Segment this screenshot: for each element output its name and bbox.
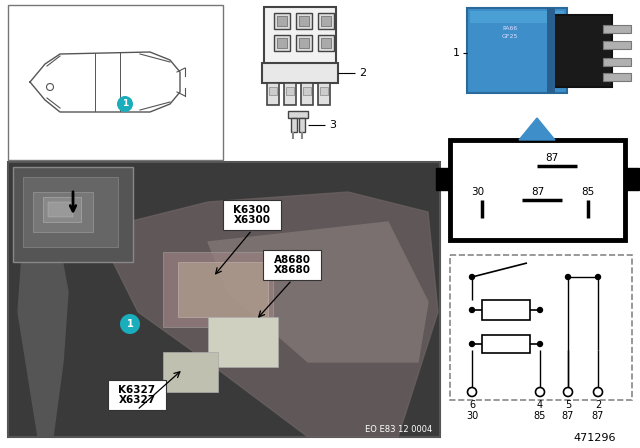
Text: 6: 6 <box>469 400 475 410</box>
Bar <box>178 262 268 317</box>
Bar <box>320 87 328 95</box>
Text: 3: 3 <box>329 120 336 130</box>
Polygon shape <box>519 118 555 140</box>
Bar <box>301 83 313 105</box>
Bar <box>299 16 309 26</box>
Polygon shape <box>18 232 68 437</box>
Bar <box>291 118 297 132</box>
Text: 1: 1 <box>127 319 133 329</box>
Bar <box>318 13 334 29</box>
Bar <box>269 87 277 95</box>
Bar <box>603 25 631 33</box>
Bar <box>274 35 290 51</box>
Text: 87: 87 <box>592 411 604 421</box>
Bar <box>550 15 612 87</box>
Bar <box>467 8 567 93</box>
Text: 87: 87 <box>545 153 559 163</box>
Bar <box>13 167 133 262</box>
Text: 87: 87 <box>562 411 574 421</box>
Bar <box>321 38 331 48</box>
Text: K6300: K6300 <box>234 205 271 215</box>
Text: EO E83 12 0004: EO E83 12 0004 <box>365 426 432 435</box>
Text: 4: 4 <box>537 400 543 410</box>
Bar <box>286 87 294 95</box>
Bar <box>288 111 308 118</box>
Circle shape <box>467 388 477 396</box>
Bar <box>482 300 530 320</box>
Bar <box>48 202 73 217</box>
Text: 87: 87 <box>531 187 545 197</box>
Text: X8680: X8680 <box>273 265 310 275</box>
Bar <box>450 255 632 400</box>
Bar <box>318 83 330 105</box>
Text: K6327: K6327 <box>118 385 156 395</box>
Bar <box>33 192 93 232</box>
Bar <box>43 197 81 222</box>
Circle shape <box>538 341 543 346</box>
Text: X6300: X6300 <box>234 215 271 225</box>
Bar <box>299 38 309 48</box>
Bar <box>274 13 290 29</box>
Bar <box>267 83 279 105</box>
Bar <box>603 41 631 49</box>
Text: GF25: GF25 <box>502 34 518 39</box>
Bar <box>277 38 287 48</box>
Circle shape <box>593 388 602 396</box>
Bar <box>264 7 336 65</box>
Circle shape <box>538 307 543 313</box>
Bar <box>303 87 311 95</box>
Bar <box>625 168 639 190</box>
Text: 2: 2 <box>595 400 601 410</box>
Bar <box>108 380 166 410</box>
Text: 85: 85 <box>581 187 595 197</box>
Circle shape <box>470 341 474 346</box>
Bar <box>436 168 450 190</box>
Circle shape <box>595 275 600 280</box>
Text: 1: 1 <box>122 99 128 108</box>
Circle shape <box>566 275 570 280</box>
Bar <box>470 11 564 23</box>
Bar <box>482 335 530 353</box>
Circle shape <box>470 275 474 280</box>
Bar <box>603 58 631 66</box>
Bar <box>450 140 625 240</box>
Text: 1: 1 <box>453 48 460 58</box>
Bar <box>223 200 281 230</box>
Bar <box>318 35 334 51</box>
Text: PA66: PA66 <box>502 26 518 30</box>
Bar <box>277 16 287 26</box>
Text: X6327: X6327 <box>118 395 156 405</box>
Text: 471296: 471296 <box>573 433 616 443</box>
Bar <box>299 118 305 132</box>
Circle shape <box>120 314 140 334</box>
Polygon shape <box>208 222 428 362</box>
Bar <box>603 73 631 81</box>
Text: A8680: A8680 <box>273 255 310 265</box>
Bar <box>296 13 312 29</box>
Text: 2: 2 <box>359 68 366 78</box>
Bar <box>23 177 118 247</box>
Circle shape <box>536 388 545 396</box>
Bar <box>284 83 296 105</box>
Bar <box>8 162 440 437</box>
Circle shape <box>117 96 133 112</box>
Bar <box>321 16 331 26</box>
Polygon shape <box>108 192 438 437</box>
Circle shape <box>470 307 474 313</box>
Circle shape <box>47 83 54 90</box>
Bar <box>163 252 273 327</box>
Bar <box>547 8 555 93</box>
Text: 85: 85 <box>534 411 546 421</box>
Bar <box>262 63 338 83</box>
Bar <box>263 250 321 280</box>
Bar <box>163 352 218 392</box>
Bar <box>208 317 278 367</box>
Bar <box>296 35 312 51</box>
Circle shape <box>563 388 573 396</box>
Text: 5: 5 <box>565 400 571 410</box>
Bar <box>8 5 223 160</box>
Text: 30: 30 <box>466 411 478 421</box>
Text: 30: 30 <box>472 187 484 197</box>
